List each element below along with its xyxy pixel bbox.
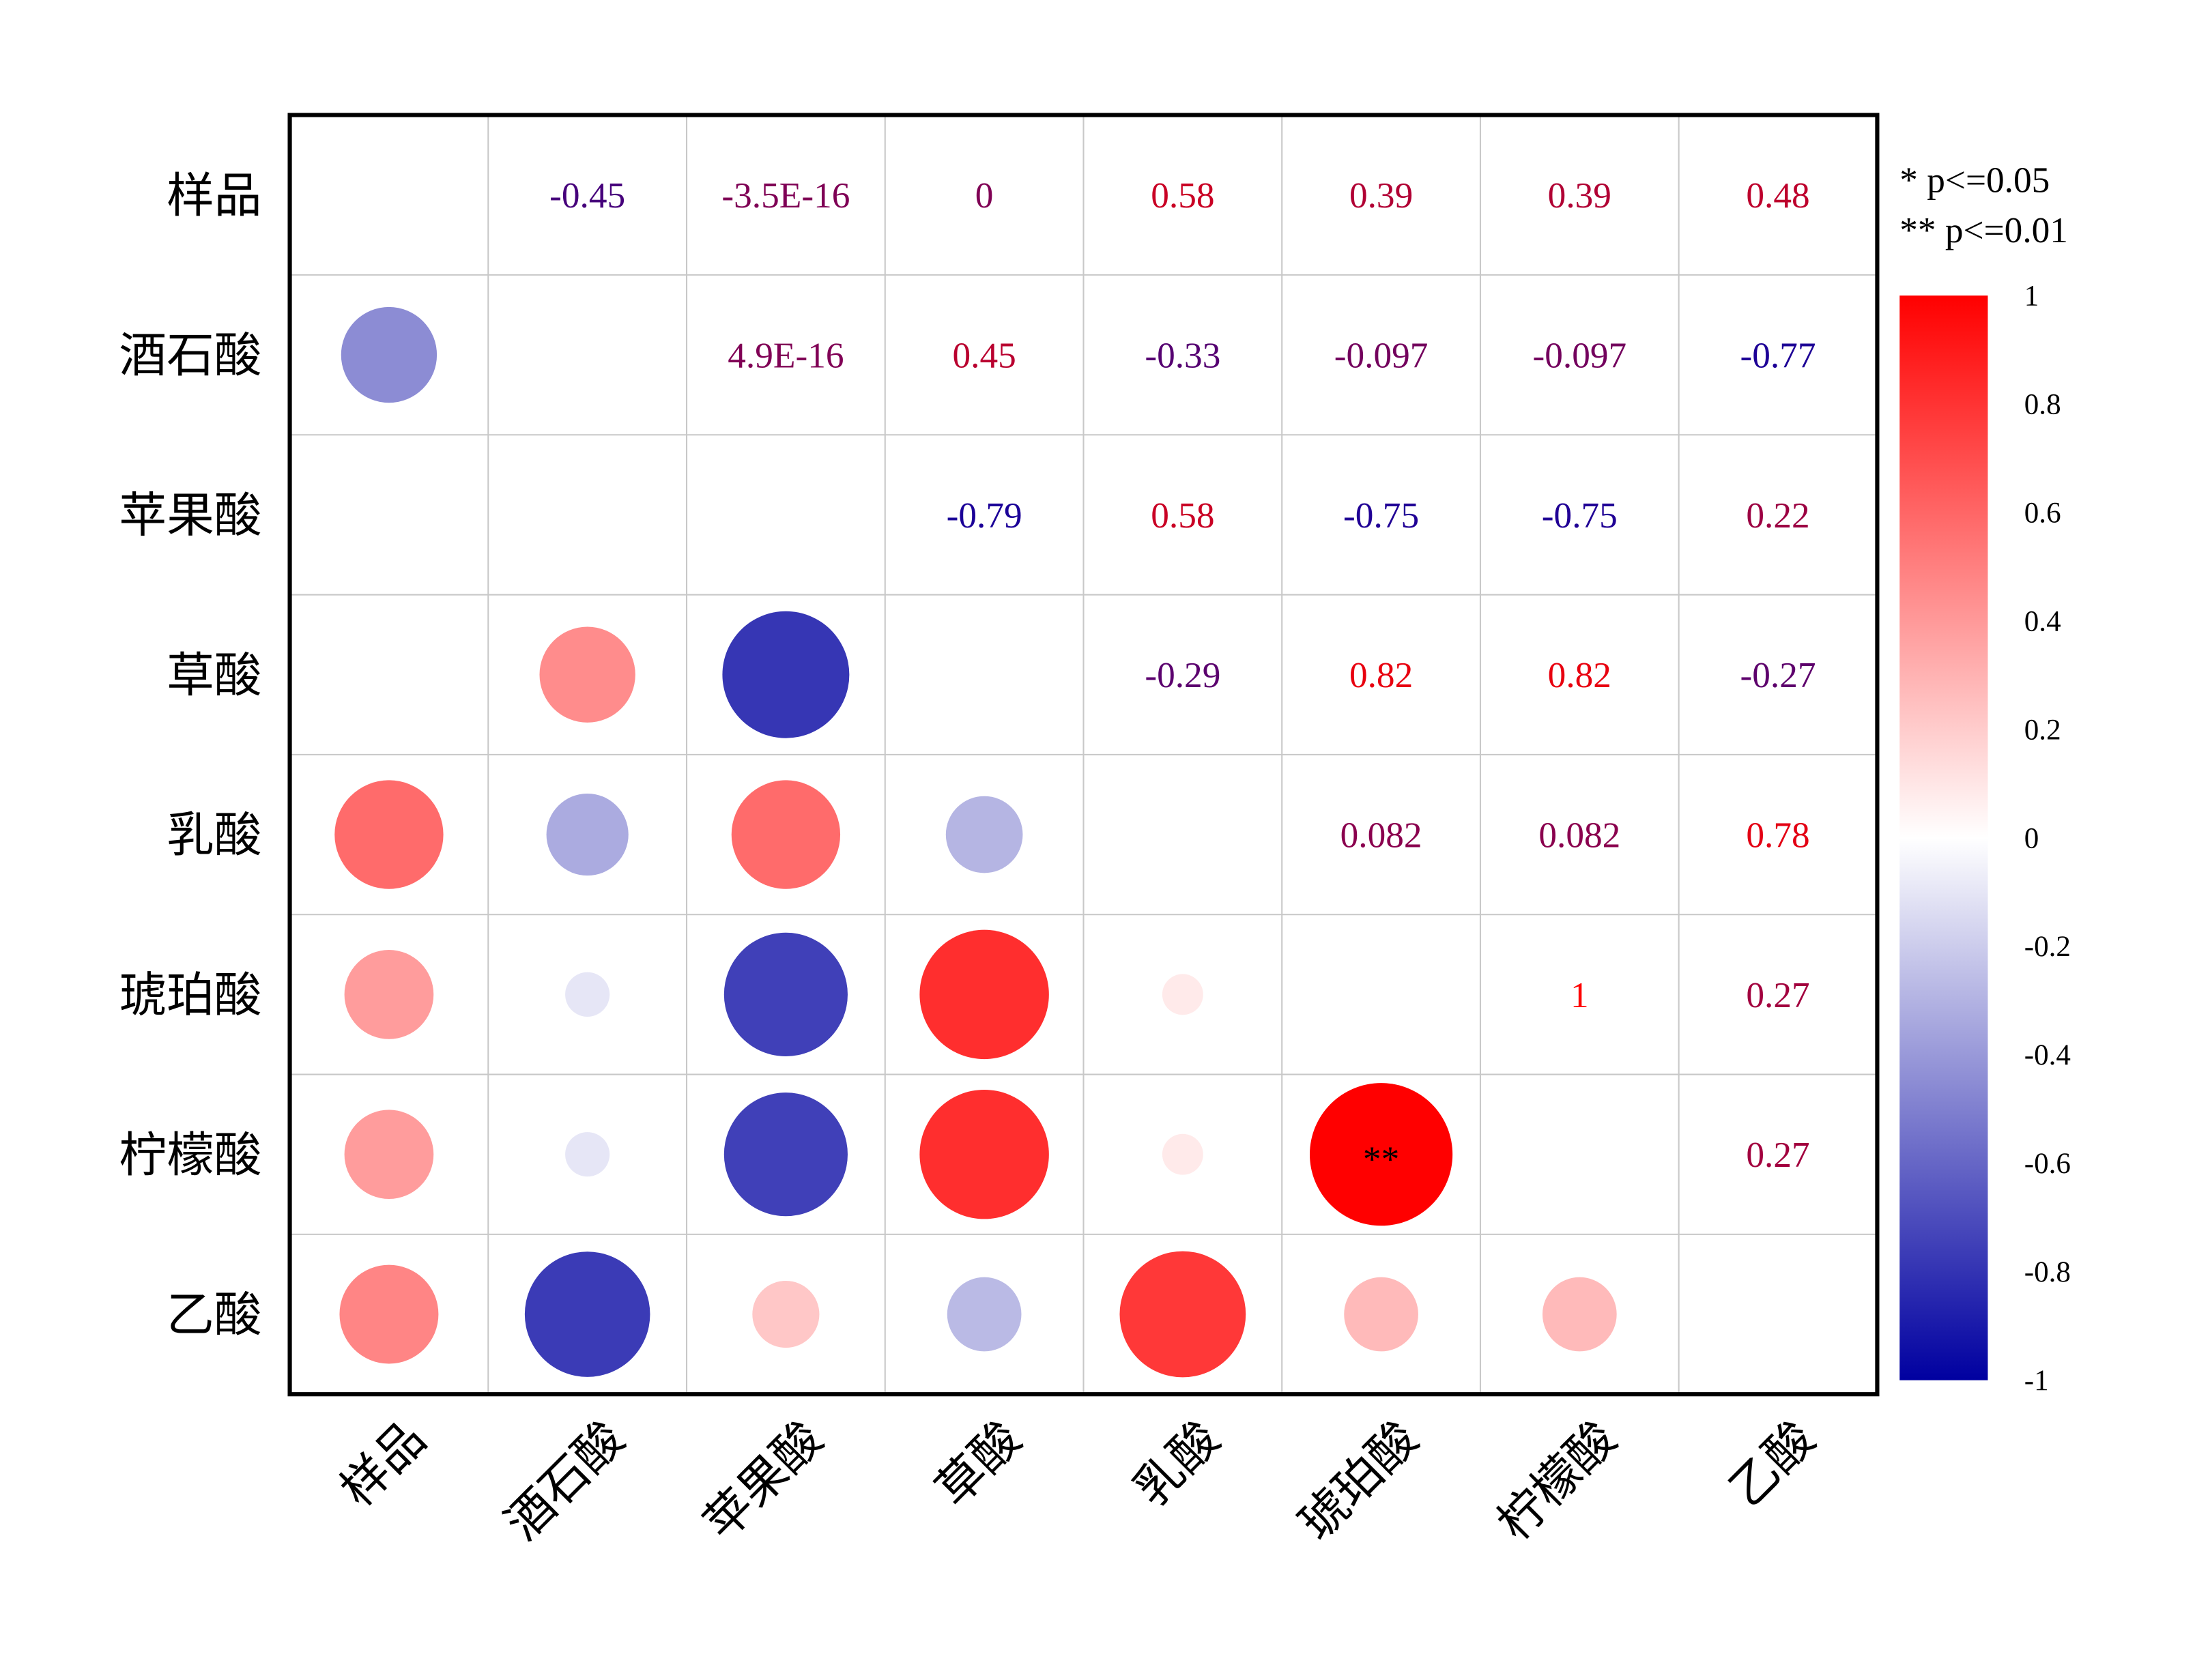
correlation-value: 4.9E-16 [728,335,844,376]
correlation-value: 1 [1570,974,1589,1015]
correlation-circle [919,1089,1049,1219]
colorbar-tick-label: -0.8 [2024,1256,2071,1288]
colorbar-tick-label: 1 [2024,280,2039,313]
correlation-value: -0.79 [947,495,1022,536]
colorbar-tick-label: 0.2 [2024,714,2061,746]
significance-mark: ** [1363,1138,1399,1179]
correlation-circle [919,929,1049,1060]
correlation-value: -0.27 [1740,654,1816,695]
correlation-value: 0.082 [1538,815,1620,856]
correlation-circle [1344,1277,1418,1352]
x-axis-label: 柠檬酸 [1487,1411,1627,1551]
correlation-value: -0.45 [549,175,625,216]
correlation-value: 0.48 [1746,175,1809,216]
correlation-value: 0.58 [1151,175,1214,216]
correlation-circle [1119,1251,1246,1378]
x-axis-label: 琥珀酸 [1289,1411,1429,1551]
correlation-value: -0.097 [1532,335,1626,376]
colorbar-ticks: 1 0.8 0.6 0.4 0.2 0 -0.2 -0.4 -0.6 -0.8 -1 [2024,280,2071,1397]
correlation-value: -0.75 [1343,495,1419,536]
x-axis-label: 乙酸 [1719,1411,1826,1518]
correlation-circle [334,780,444,889]
x-axis-labels: 样品 酒石酸 苹果酸 草酸 乳酸 琥珀酸 柠檬酸 乙酸 [330,1411,1825,1551]
y-axis-label: 样品 [167,168,261,223]
x-axis-label: 样品 [330,1411,436,1518]
correlation-circle [344,1110,434,1200]
cells: -0.45 -3.5E-16 0 0.58 0.39 0.39 0.48 4.9E-16 0.4… [334,175,1816,1378]
x-axis-label: 乳酸 [1123,1411,1230,1518]
correlation-circle [344,950,434,1039]
correlation-value: -3.5E-16 [721,175,850,216]
grid-lines [289,115,1878,1395]
colorbar-tick-label: 0.8 [2024,388,2061,420]
y-axis-label: 乙酸 [167,1288,261,1343]
y-axis-label: 苹果酸 [119,488,261,543]
significance-legend-2: ** p<=0.01 [1899,209,2068,250]
correlation-value: -0.097 [1334,335,1429,376]
correlation-circle [722,611,850,738]
colorbar-tick-label: -1 [2024,1365,2049,1397]
correlation-value: -0.75 [1542,495,1618,536]
x-axis-label: 草酸 [926,1411,1032,1518]
correlation-circle [565,1132,610,1177]
correlation-circle [723,1092,848,1217]
correlation-value: 0 [975,175,994,216]
y-axis-label: 乳酸 [167,808,261,863]
colorbar-tick-label: 0.6 [2024,497,2061,529]
colorbar [1899,295,1988,1380]
correlation-circle [339,1264,439,1364]
colorbar-tick-label: -0.6 [2024,1148,2071,1180]
colorbar-tick-label: -0.4 [2024,1039,2071,1071]
x-axis-label: 苹果酸 [693,1411,833,1551]
colorbar-tick-label: 0 [2024,822,2039,854]
correlation-circle [723,932,848,1056]
plot-border [287,113,1880,1397]
y-axis-label: 酒石酸 [119,328,261,383]
correlation-circle [524,1251,650,1377]
correlation-value: 0.58 [1151,495,1214,536]
significance-legend-1: * p<=0.05 [1899,159,2050,200]
correlation-circle [1162,974,1203,1015]
correlation-circle [565,972,610,1017]
correlation-circle [947,1277,1022,1352]
y-axis-label: 草酸 [167,648,261,703]
correlation-value: -0.77 [1740,335,1816,376]
correlation-circle [546,793,629,876]
correlation-circle [539,626,635,723]
x-axis-label: 酒石酸 [495,1411,635,1551]
colorbar-tick-label: 0.4 [2024,605,2061,637]
correlation-circle [731,780,841,889]
correlation-circle [341,306,437,403]
correlation-value: 0.82 [1349,654,1413,695]
y-axis-label: 柠檬酸 [119,1127,261,1183]
colorbar-tick-label: -0.2 [2024,931,2071,963]
correlation-circle [1309,1083,1453,1226]
correlation-value: 0.39 [1349,175,1413,216]
correlation-value: 0.27 [1746,974,1809,1015]
correlation-circle [945,796,1023,873]
correlation-value: 0.39 [1548,175,1611,216]
correlation-circle [1162,1133,1203,1175]
correlation-value: -0.33 [1145,335,1220,376]
correlation-circle [1542,1277,1617,1352]
correlation-value: 0.78 [1746,815,1809,856]
correlation-value: 0.082 [1340,815,1422,856]
correlation-circle [752,1280,820,1348]
correlation-value: 0.27 [1746,1134,1809,1175]
correlation-value: 0.45 [952,335,1016,376]
correlation-value: 0.82 [1548,654,1611,695]
correlation-value: 0.22 [1746,495,1809,536]
correlation-value: -0.29 [1145,654,1220,695]
y-axis-label: 琥珀酸 [119,968,261,1023]
